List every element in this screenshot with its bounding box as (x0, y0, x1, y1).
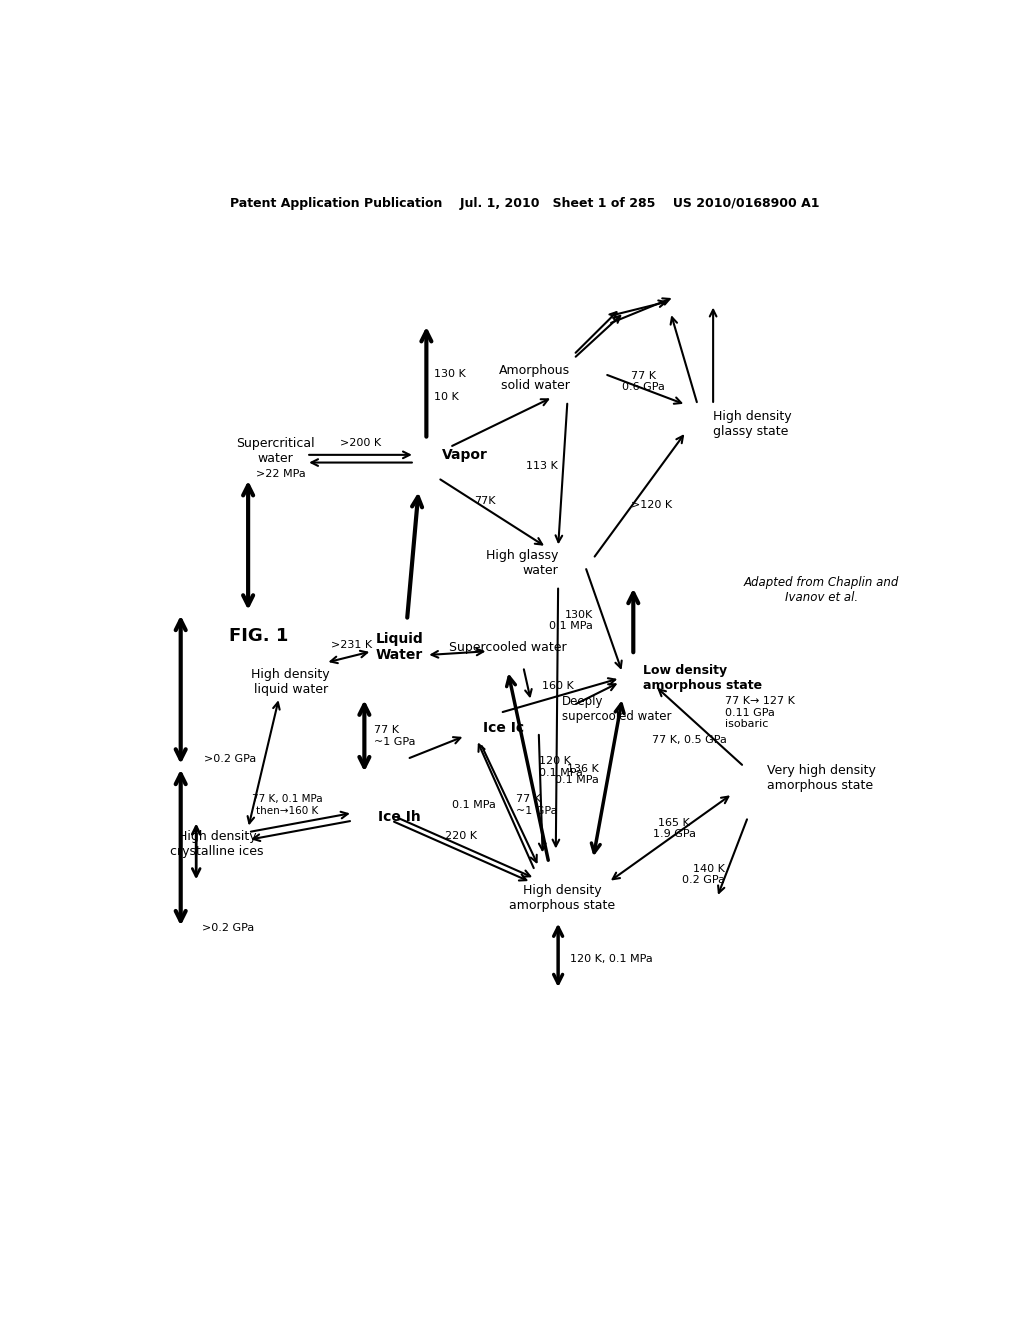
Text: FIG. 1: FIG. 1 (228, 627, 288, 644)
Text: >22 MPa: >22 MPa (256, 469, 305, 479)
Text: 0.1 MPa: 0.1 MPa (453, 800, 496, 810)
Text: 77K: 77K (474, 496, 496, 506)
Text: 77 K→ 127 K
0.11 GPa
isobaric: 77 K→ 127 K 0.11 GPa isobaric (725, 696, 795, 730)
Text: Ice Ih: Ice Ih (378, 809, 421, 824)
Text: 10 K: 10 K (434, 392, 459, 403)
Text: Low density
amorphous state: Low density amorphous state (643, 664, 763, 692)
Text: >0.2 GPa: >0.2 GPa (204, 754, 256, 764)
Text: Very high density
amorphous state: Very high density amorphous state (767, 764, 877, 792)
Text: >200 K: >200 K (340, 438, 381, 449)
Text: Supercooled water: Supercooled water (449, 640, 566, 653)
Text: 160 K: 160 K (543, 681, 574, 690)
Text: 77 K
~1 GPa: 77 K ~1 GPa (515, 795, 557, 816)
Text: >0.2 GPa: >0.2 GPa (202, 924, 254, 933)
Text: 165 K
1.9 GPa: 165 K 1.9 GPa (653, 817, 696, 840)
Text: Liquid
Water: Liquid Water (376, 632, 423, 663)
Text: 120 K
0.1 MPa: 120 K 0.1 MPa (539, 756, 583, 777)
Text: Amorphous
solid water: Amorphous solid water (499, 364, 569, 392)
Text: High density
amorphous state: High density amorphous state (509, 883, 615, 912)
Text: High density
crystalline ices: High density crystalline ices (170, 830, 264, 858)
Text: Vapor: Vapor (442, 447, 487, 462)
Text: 77 K, 0.1 MPa
then→160 K: 77 K, 0.1 MPa then→160 K (252, 795, 323, 816)
Text: Ice Ic: Ice Ic (483, 721, 524, 735)
Text: 120 K, 0.1 MPa: 120 K, 0.1 MPa (569, 954, 652, 964)
Text: 136 K
0.1 MPa: 136 K 0.1 MPa (555, 763, 599, 785)
Text: High glassy
water: High glassy water (485, 549, 558, 577)
Text: >120 K: >120 K (631, 500, 672, 510)
Text: 140 K
0.2 GPa: 140 K 0.2 GPa (682, 863, 725, 886)
Text: 77 K
0.6 GPa: 77 K 0.6 GPa (622, 371, 665, 392)
Text: >231 K: >231 K (331, 640, 372, 649)
Text: 113 K: 113 K (526, 462, 558, 471)
Text: 77 K, 0.5 GPa: 77 K, 0.5 GPa (652, 735, 727, 744)
Text: High density
glassy state: High density glassy state (713, 411, 792, 438)
Text: 77 K
~1 GPa: 77 K ~1 GPa (375, 725, 416, 747)
Text: 130K
0.1 MPa: 130K 0.1 MPa (549, 610, 593, 631)
Text: 220 K: 220 K (445, 832, 477, 841)
Text: Patent Application Publication    Jul. 1, 2010   Sheet 1 of 285    US 2010/01689: Patent Application Publication Jul. 1, 2… (230, 197, 819, 210)
Text: High density
liquid water: High density liquid water (252, 668, 330, 696)
Text: Supercritical
water: Supercritical water (236, 437, 314, 465)
Text: Adapted from Chaplin and
Ivanov et al.: Adapted from Chaplin and Ivanov et al. (744, 576, 899, 603)
Text: 130 K: 130 K (434, 370, 466, 379)
Text: Deeply
supercooled water: Deeply supercooled water (562, 694, 672, 723)
